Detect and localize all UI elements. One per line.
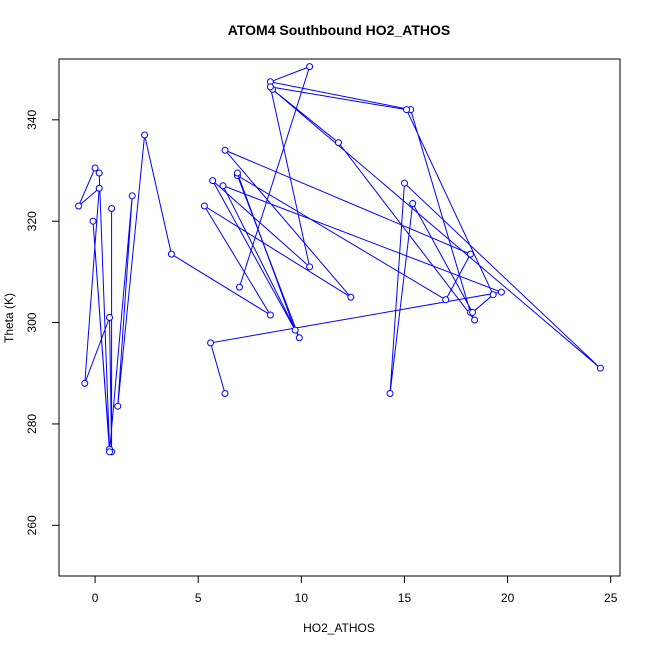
data-point bbox=[219, 182, 227, 190]
y-tick-label: 260 bbox=[25, 515, 39, 535]
data-point bbox=[114, 402, 122, 410]
x-axis: 0 5 10 15 20 25 bbox=[92, 575, 618, 605]
data-point bbox=[221, 146, 229, 154]
data-point bbox=[489, 291, 497, 299]
data-point bbox=[306, 263, 314, 271]
data-point bbox=[400, 179, 408, 187]
data-point bbox=[128, 192, 136, 200]
series-line bbox=[78, 134, 504, 452]
x-tick-label: 20 bbox=[501, 591, 515, 605]
y-tick-label: 280 bbox=[25, 414, 39, 434]
data-point bbox=[95, 184, 103, 192]
data-point bbox=[95, 169, 103, 177]
data-point bbox=[106, 314, 114, 321]
data-point bbox=[347, 293, 355, 301]
data-point bbox=[409, 199, 417, 207]
data-point bbox=[106, 448, 114, 456]
x-tick-label: 15 bbox=[398, 591, 412, 605]
data-point bbox=[442, 296, 450, 304]
y-tick-label: 300 bbox=[25, 312, 39, 332]
x-tick-label: 0 bbox=[92, 591, 99, 605]
data-point bbox=[141, 131, 149, 139]
data-point bbox=[266, 311, 274, 319]
data-point bbox=[334, 139, 342, 147]
data-point bbox=[108, 205, 116, 213]
data-point bbox=[167, 250, 175, 258]
data-point bbox=[471, 316, 479, 324]
data-point bbox=[497, 288, 505, 296]
data-point bbox=[209, 177, 217, 185]
data-point bbox=[91, 164, 99, 172]
data-point bbox=[266, 83, 274, 91]
data-point bbox=[89, 217, 97, 225]
x-tick-label: 25 bbox=[604, 591, 618, 605]
series-line bbox=[212, 65, 601, 394]
data-point bbox=[207, 339, 215, 347]
data-point bbox=[200, 202, 208, 210]
data-point bbox=[386, 390, 394, 398]
y-axis-label: Theta (K) bbox=[2, 293, 16, 343]
data-point bbox=[233, 169, 241, 177]
x-tick-label: 5 bbox=[195, 591, 202, 605]
data-point bbox=[75, 202, 83, 210]
y-axis: 260 280 300 320 340 bbox=[25, 109, 60, 535]
data-point bbox=[306, 63, 314, 71]
series-layer bbox=[75, 63, 604, 456]
data-point bbox=[295, 334, 303, 342]
data-point bbox=[81, 379, 89, 387]
data-point bbox=[596, 364, 604, 372]
chart-title: ATOM4 Southbound HO2_ATHOS bbox=[228, 22, 450, 38]
x-tick-label: 10 bbox=[295, 591, 309, 605]
data-point bbox=[469, 308, 477, 316]
x-axis-label: HO2_ATHOS bbox=[303, 621, 375, 635]
data-point bbox=[235, 283, 243, 291]
data-point bbox=[291, 326, 299, 334]
y-tick-label: 320 bbox=[25, 211, 39, 231]
data-point bbox=[403, 106, 411, 114]
y-tick-label: 340 bbox=[25, 109, 39, 129]
data-point bbox=[221, 390, 229, 398]
